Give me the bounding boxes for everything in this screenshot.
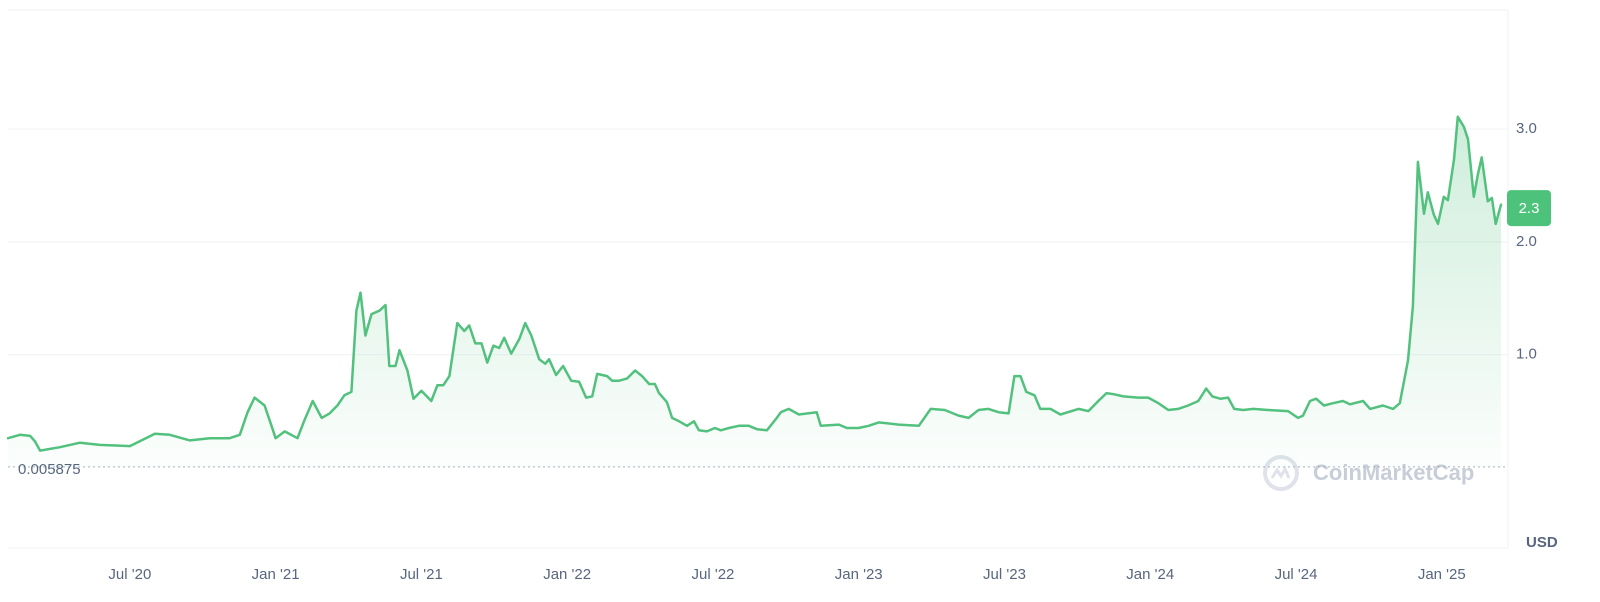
y-tick-label: 1.0 xyxy=(1516,346,1537,363)
plot-frame xyxy=(8,9,1509,549)
y-tick-label: 2.0 xyxy=(1516,233,1537,250)
x-tick-label: Jul '24 xyxy=(1275,566,1318,583)
x-tick-label: Jul '20 xyxy=(108,566,151,583)
x-tick-label: Jul '21 xyxy=(400,566,443,583)
currency-label: USD xyxy=(1526,534,1558,551)
price-line xyxy=(6,115,1503,452)
x-tick-label: Jul '23 xyxy=(983,566,1026,583)
x-tick-label: Jan '22 xyxy=(543,566,591,583)
x-tick-label: Jan '23 xyxy=(835,566,883,583)
x-tick-label: Jan '21 xyxy=(252,566,300,583)
y-tick-label: 3.0 xyxy=(1516,120,1537,137)
x-tick-label: Jan '24 xyxy=(1126,566,1174,583)
price-area xyxy=(8,116,1501,468)
price-badge xyxy=(1507,190,1551,227)
x-tick-label: Jul '22 xyxy=(691,566,734,583)
price-badge-label: 2.3 xyxy=(1519,200,1540,217)
x-tick-label: Jan '25 xyxy=(1418,566,1466,583)
